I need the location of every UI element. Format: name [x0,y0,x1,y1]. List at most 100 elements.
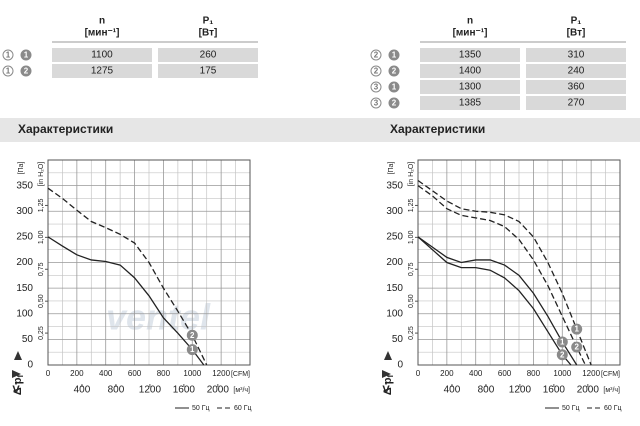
badge-label: 2 [374,67,379,76]
x-tick-label: 1000 [183,369,201,378]
badge-label: 2 [574,343,579,352]
y-symbol-main: Δ p [12,377,24,395]
y-arrow [14,351,22,360]
x-tick-label: 1200 [212,369,230,378]
x2-symbol: V̇ [382,383,390,396]
cell [420,80,520,94]
cell-value: 175 [200,66,217,77]
y2-tick-label: 0,25 [408,326,415,340]
badge-label: 2 [190,331,195,340]
badge [571,341,583,353]
header-unit: [Вт] [567,28,586,39]
y-tick-label: 300 [16,206,33,217]
y2-tick-label: 0,75 [38,262,45,276]
x-tick-label: 200 [440,369,454,378]
x2-tick-label: 1600 [173,385,196,396]
y-symbol: Δ pf [382,374,395,395]
x2-tick-label: 800 [108,385,125,396]
cell-value: 270 [568,98,585,109]
cell [52,48,152,62]
x-tick-label: 800 [527,369,541,378]
x-tick-label: 0 [416,369,421,378]
cell [420,48,520,62]
badge-label: 2 [374,51,379,60]
y2-tick-label: 1,00 [38,230,45,244]
badge [20,65,32,77]
header-symbol: n [467,16,473,27]
y2-tick-label: 0,75 [408,262,415,276]
cell [526,48,626,62]
x-tick-label: 1000 [553,369,571,378]
y-tick-label: 250 [386,232,403,243]
cell [158,64,258,78]
y-tick-label: 150 [16,283,33,294]
curve [417,236,572,366]
cell-value: 240 [568,66,585,77]
legend-label: 60 Гц [234,405,252,412]
badge [2,65,14,77]
y-tick-label: 300 [386,206,403,217]
cell [420,64,520,78]
x-tick-label: 1200 [582,369,600,378]
x-tick-label: 200 [70,369,84,378]
cell-value: 260 [200,50,217,61]
header-unit: [мин⁻¹] [85,28,120,39]
x2-tick-label: 400 [444,385,461,396]
y-symbol-sub: f [16,374,25,377]
badge-label: 2 [392,99,397,108]
y2-tick-label: 0,25 [38,326,45,340]
badge-label: 1 [574,325,579,334]
header-symbol: P₁ [203,16,214,27]
badge-label: 1 [560,338,565,347]
y-tick-label: 200 [386,257,403,268]
cell-value: 1385 [459,98,482,109]
x2-tick-label: 2000 [207,385,230,396]
x2-axis-label: [м³/ч] [233,387,250,394]
y-tick-label: 200 [16,257,33,268]
x-arrow [382,370,391,378]
badge [370,97,382,109]
plot-frame [417,159,621,366]
x-arrow [12,370,21,378]
badge [186,344,198,356]
y-tick-label: 50 [392,334,404,345]
x2-tick-label: 400 [74,385,91,396]
cell-value: 1350 [459,50,482,61]
section-band [0,118,640,142]
badge [556,336,568,348]
curve [417,236,578,366]
legend-label: 50 Гц [192,405,210,412]
badge [571,323,583,335]
badge-label: 3 [374,99,379,108]
badge-label: 1 [392,51,397,60]
y2-tick-label: 0,50 [408,294,415,308]
y-tick-label: 250 [16,232,33,243]
x-axis-label: [CFM] [601,371,620,378]
cell-value: 1400 [459,66,482,77]
badge [388,97,400,109]
badge-label: 1 [190,345,195,354]
x2-tick-label: 1600 [543,385,566,396]
x-tick-label: 400 [99,369,113,378]
x-axis-label: [CFM] [231,371,250,378]
cell-value: 1300 [459,82,482,93]
y-axis-label: [Па] [18,162,25,175]
cell [52,64,152,78]
header-symbol: n [99,16,105,27]
cell [526,64,626,78]
curve [47,187,208,366]
y2-axis-label: [in H₂O] [408,162,415,187]
x-tick-label: 0 [46,369,51,378]
legend-label: 60 Гц [604,405,622,412]
y-tick-label: 350 [16,180,33,191]
y-tick-label: 100 [16,308,33,319]
x-tick-label: 600 [498,369,512,378]
badge [388,81,400,93]
badge [370,65,382,77]
y-symbol-main: Δ p [382,377,394,395]
badge [388,65,400,77]
y2-tick-label: 1,00 [408,230,415,244]
badge [388,49,400,61]
y2-axis-label: [in H₂O] [38,162,45,187]
